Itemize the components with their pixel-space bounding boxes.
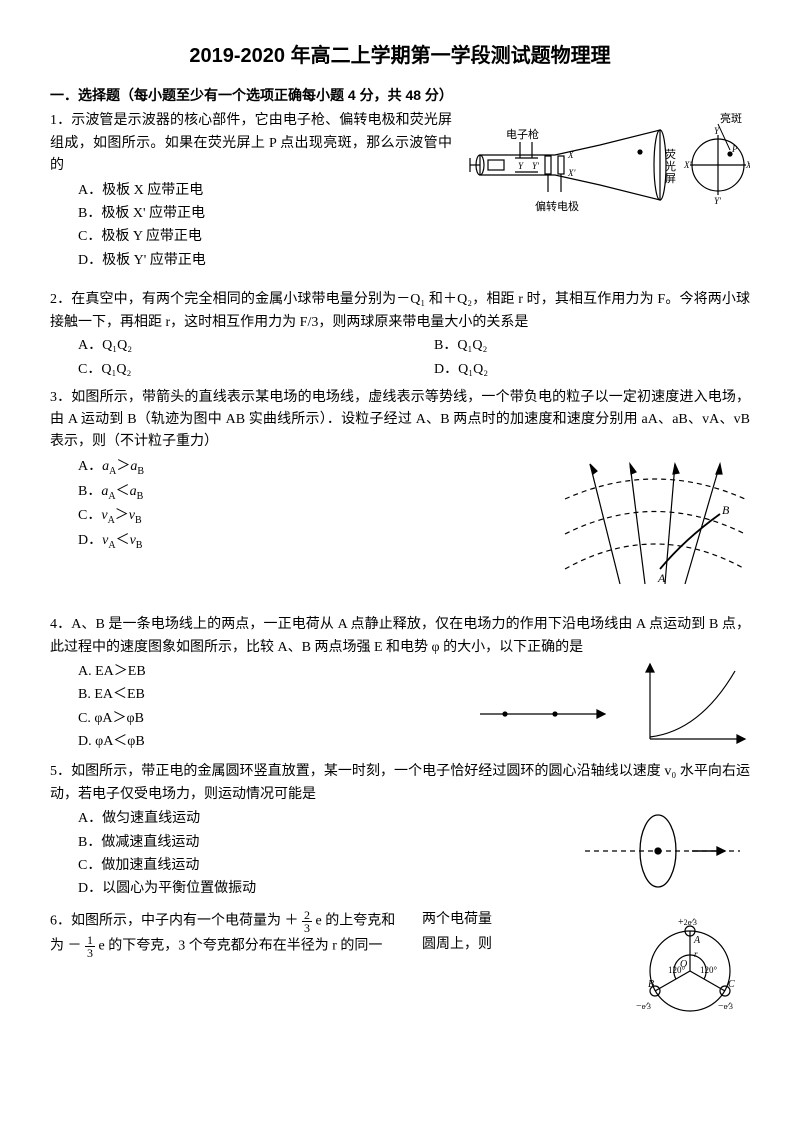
svg-text:A: A (693, 935, 701, 946)
section-heading: 一．选择题（每小题至少有一个选项正确每小题 4 分，共 48 分） (50, 84, 750, 106)
svg-text:X': X' (567, 168, 576, 178)
svg-text:A: A (657, 571, 666, 585)
q1-figure: X X' Y Y' P X X' Y Y' 电子枪 偏转电极 荧 (460, 110, 750, 228)
question-2: 2．在真空中，有两个完全相同的金属小球带电量分别为－Q₁ 和＋Q₂，相距 r 时… (50, 289, 750, 383)
q6-figure: +2e⁄3 −e⁄3 −e⁄3 A B C O r 120° 120° (630, 913, 750, 1031)
q1-opt-d: D．极板 Y' 应带正电 (78, 250, 750, 272)
q6-stem: 6．如图所示，中子内有一个电荷量为 ＋ 23 e 的上夸克和 两个电荷量 为 －… (50, 909, 622, 959)
question-1: X X' Y Y' P X X' Y Y' 电子枪 偏转电极 荧 (50, 110, 750, 273)
svg-text:+: + (654, 883, 661, 896)
q3-figure: A B (560, 454, 750, 602)
q3-stem: 3．如图所示，带箭头的直线表示某电场的电场线，虚线表示等势线，一个带负电的粒子以… (50, 387, 750, 454)
svg-text:v₀: v₀ (700, 857, 709, 869)
svg-text:e: e (652, 857, 657, 869)
q4-figure: A B t v (470, 659, 750, 757)
svg-text:−e⁄3: −e⁄3 (636, 1001, 651, 1012)
svg-text:屏: 屏 (665, 172, 676, 185)
svg-text:X: X (745, 160, 750, 170)
q2-opt-c: C．Q₁Q₂ (78, 359, 394, 381)
svg-text:B: B (648, 979, 654, 990)
svg-text:Y': Y' (714, 196, 722, 206)
svg-text:−e⁄3: −e⁄3 (718, 1001, 733, 1012)
svg-text:X: X (567, 150, 574, 160)
q4-stem: 4．A、B 是一条电场线上的两点，一正电荷从 A 点静止释放，仅在电场力的作用下… (50, 614, 750, 659)
svg-text:C: C (728, 979, 735, 990)
question-6: +2e⁄3 −e⁄3 −e⁄3 A B C O r 120° 120° 6．如图… (50, 909, 750, 1031)
q1-opt-c: C．极板 Y 应带正电 (78, 226, 750, 248)
q2-opt-b: B．Q₁Q₂ (434, 335, 750, 357)
q2-opt-a: A．Q₁Q₂ (78, 335, 394, 357)
svg-text:v: v (640, 659, 646, 672)
q2-opt-d: D．Q₁Q₂ (434, 359, 750, 381)
svg-text:120°: 120° (668, 965, 686, 975)
q1-label-spot: 亮斑 (720, 111, 742, 125)
svg-text:Y': Y' (532, 161, 540, 171)
question-5: 5．如图所示，带正电的金属圆环竖直放置，某一时刻，一个电子恰好经过圆环的圆心沿轴… (50, 761, 750, 904)
svg-text:A: A (500, 696, 509, 710)
question-4: 4．A、B 是一条电场线上的两点，一正电荷从 A 点静止释放，仅在电场力的作用下… (50, 614, 750, 757)
q2-stem: 2．在真空中，有两个完全相同的金属小球带电量分别为－Q₁ 和＋Q₂，相距 r 时… (50, 289, 750, 334)
q1-label-defl: 偏转电极 (535, 199, 579, 213)
svg-text:B: B (722, 503, 730, 517)
svg-text:+: + (654, 807, 661, 821)
svg-text:B: B (550, 696, 558, 710)
q1-label-gun: 电子枪 (506, 127, 539, 141)
svg-text:Y: Y (518, 161, 524, 171)
q5-stem: 5．如图所示，带正电的金属圆环竖直放置，某一时刻，一个电子恰好经过圆环的圆心沿轴… (50, 761, 750, 806)
q1-label-screen1: 荧 (665, 147, 676, 161)
svg-text:r: r (694, 949, 698, 959)
page-title: 2019-2020 年高二上学期第一学段测试题物理理 (50, 40, 750, 72)
q5-figure: + + + + + + e v₀ (580, 806, 750, 904)
svg-text:120°: 120° (700, 965, 718, 975)
svg-text:光: 光 (665, 159, 676, 173)
svg-text:X': X' (683, 160, 692, 170)
svg-text:+2e⁄3: +2e⁄3 (678, 917, 697, 928)
svg-text:P: P (731, 144, 738, 154)
question-3: 3．如图所示，带箭头的直线表示某电场的电场线，虚线表示等势线，一个带负电的粒子以… (50, 387, 750, 603)
